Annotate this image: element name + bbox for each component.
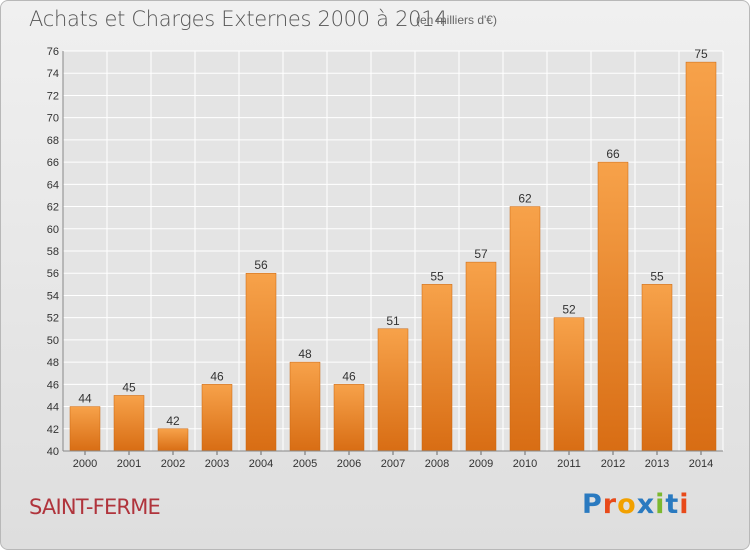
y-tick-label: 72 — [47, 90, 59, 102]
bar-2006 — [333, 384, 365, 452]
data-label: 52 — [562, 303, 576, 317]
logo-letter: t — [665, 489, 680, 520]
data-label: 57 — [474, 247, 488, 261]
bar-2007 — [377, 328, 409, 452]
y-tick-label: 50 — [47, 335, 59, 347]
y-tick-label: 58 — [47, 246, 59, 258]
x-tick-label: 2008 — [425, 458, 449, 470]
x-tick-label: 2007 — [381, 458, 405, 470]
x-tick-label: 2011 — [557, 458, 581, 470]
bar-2000 — [69, 406, 101, 452]
logo-letter: i — [655, 489, 666, 520]
bar-2003 — [201, 384, 233, 452]
data-label: 46 — [342, 369, 356, 383]
chart-subtitle: (en milliers d'€) — [416, 13, 497, 27]
logo-letter: o — [617, 489, 637, 520]
x-tick-label: 2010 — [513, 458, 537, 470]
data-label: 56 — [254, 258, 268, 272]
y-tick-label: 60 — [47, 224, 59, 236]
x-tick-label: 2003 — [205, 458, 229, 470]
y-tick-label: 68 — [47, 135, 59, 147]
logo-letter: i — [679, 489, 690, 520]
y-tick-label: 48 — [47, 357, 59, 369]
bar-2011 — [553, 317, 585, 452]
x-tick-label: 2013 — [645, 458, 669, 470]
y-tick-label: 64 — [47, 179, 59, 191]
bar-2009 — [465, 261, 497, 452]
x-tick-label: 2005 — [293, 458, 317, 470]
x-tick-label: 2006 — [337, 458, 361, 470]
y-tick-label: 76 — [47, 46, 59, 58]
bar-2001 — [113, 395, 145, 452]
data-label: 55 — [650, 269, 664, 283]
y-tick-label: 54 — [47, 290, 59, 302]
x-tick-label: 2001 — [117, 458, 141, 470]
logo-letter: r — [602, 489, 618, 520]
data-label: 46 — [210, 369, 224, 383]
y-tick-label: 62 — [47, 202, 59, 214]
x-tick-label: 2012 — [601, 458, 625, 470]
logo-letter: x — [636, 489, 656, 520]
data-label: 75 — [694, 47, 708, 61]
bar-2013 — [641, 284, 673, 452]
bar-2014 — [685, 61, 717, 452]
data-label: 51 — [386, 314, 400, 328]
bar-2010 — [509, 206, 541, 452]
location-name: SAINT-FERME — [29, 495, 161, 519]
chart-title: Achats et Charges Externes 2000 à 2014 — [29, 7, 448, 31]
data-label: 55 — [430, 269, 444, 283]
bar-2012 — [597, 161, 629, 452]
y-tick-label: 42 — [47, 424, 59, 436]
data-label: 66 — [606, 147, 620, 161]
data-label: 62 — [518, 192, 532, 206]
y-tick-label: 52 — [47, 313, 59, 325]
y-tick-label: 44 — [47, 402, 59, 414]
data-label: 48 — [298, 347, 312, 361]
bar-2005 — [289, 361, 321, 452]
y-tick-label: 70 — [47, 113, 59, 125]
data-label: 42 — [166, 414, 180, 428]
x-tick-label: 2002 — [161, 458, 185, 470]
bar-2002 — [157, 428, 189, 452]
logo-letter: P — [582, 489, 603, 520]
bar-2004 — [245, 272, 277, 452]
proxiti-logo[interactable]: Proxiti — [582, 489, 690, 520]
bar-2008 — [421, 284, 453, 452]
x-tick-label: 2000 — [73, 458, 97, 470]
x-tick-label: 2014 — [689, 458, 713, 470]
x-tick-label: 2004 — [249, 458, 273, 470]
y-tick-label: 46 — [47, 379, 59, 391]
y-tick-label: 74 — [47, 68, 59, 80]
y-tick-label: 40 — [47, 446, 59, 458]
y-tick-label: 56 — [47, 268, 59, 280]
y-tick-label: 66 — [47, 157, 59, 169]
x-tick-label: 2009 — [469, 458, 493, 470]
data-label: 44 — [78, 392, 92, 406]
data-label: 45 — [122, 380, 136, 394]
